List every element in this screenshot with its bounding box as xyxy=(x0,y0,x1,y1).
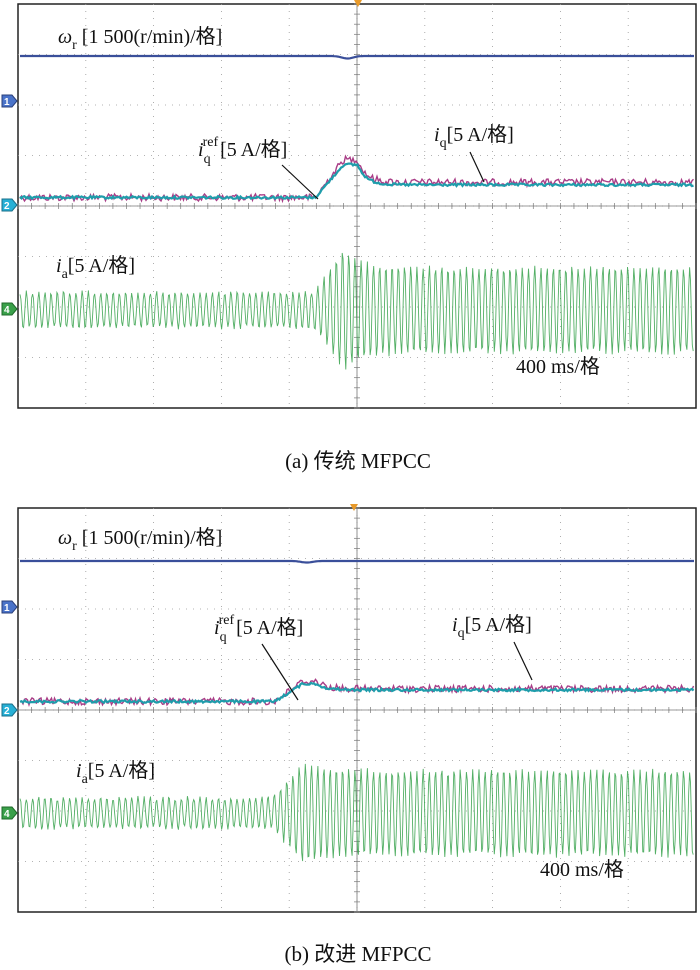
svg-text:2: 2 xyxy=(4,201,10,212)
channel-marker-4: 4 xyxy=(1,806,18,820)
channel-marker-1: 1 xyxy=(1,94,18,108)
iqref-pointer xyxy=(281,164,319,200)
svg-text:1: 1 xyxy=(4,603,10,614)
svg-text:1: 1 xyxy=(4,97,10,108)
iq-pointer xyxy=(469,151,485,183)
ia-label: ia[5 A/格] xyxy=(76,759,155,787)
caption-b: (b) 改进 MFPCC xyxy=(284,942,431,966)
iqref-label: iqref [5 A/格] xyxy=(214,613,303,645)
trace-speed xyxy=(20,559,694,564)
iqref-label: iqref [5 A/格] xyxy=(198,135,287,167)
panel-b: 1 2 4 ωr [1 500(r/min)/格] iqref [5 A/格] i… xyxy=(1,504,697,913)
iq-label: iq[5 A/格] xyxy=(434,123,514,151)
channel-marker-1: 1 xyxy=(1,600,18,614)
trigger-marker-icon xyxy=(350,504,358,511)
trace-ia xyxy=(19,252,694,370)
channel-marker-2: 2 xyxy=(1,198,18,212)
timebase-label: 400 ms/格 xyxy=(540,858,624,881)
panel-a: 1 2 4 ωr [1 500(r/min)/格] iqref [5 A/格] i… xyxy=(1,0,697,409)
trace-iq xyxy=(19,162,694,201)
iq-label: iq[5 A/格] xyxy=(452,613,532,641)
trace-ia xyxy=(19,763,694,862)
scope-traces xyxy=(19,54,694,370)
trigger-marker-icon xyxy=(354,0,362,7)
channel-marker-2: 2 xyxy=(1,703,18,717)
speed-label: ωr [1 500(r/min)/格] xyxy=(58,25,222,53)
iqref-pointer xyxy=(261,643,299,701)
timebase-label: 400 ms/格 xyxy=(516,355,600,378)
svg-text:2: 2 xyxy=(4,706,10,717)
trace-iqref xyxy=(19,678,695,707)
caption-a: (a) 传统 MFPCC xyxy=(285,449,431,473)
ia-label: ia[5 A/格] xyxy=(56,254,135,282)
scope-traces xyxy=(19,559,695,862)
svg-text:4: 4 xyxy=(4,305,10,316)
iq-pointer xyxy=(513,641,533,681)
scope-grid xyxy=(17,507,697,913)
speed-label: ωr [1 500(r/min)/格] xyxy=(58,526,222,554)
trace-speed xyxy=(20,54,694,60)
channel-marker-4: 4 xyxy=(1,302,18,316)
svg-text:4: 4 xyxy=(4,809,10,820)
scope-grid xyxy=(17,3,697,409)
trace-iq xyxy=(19,681,695,705)
